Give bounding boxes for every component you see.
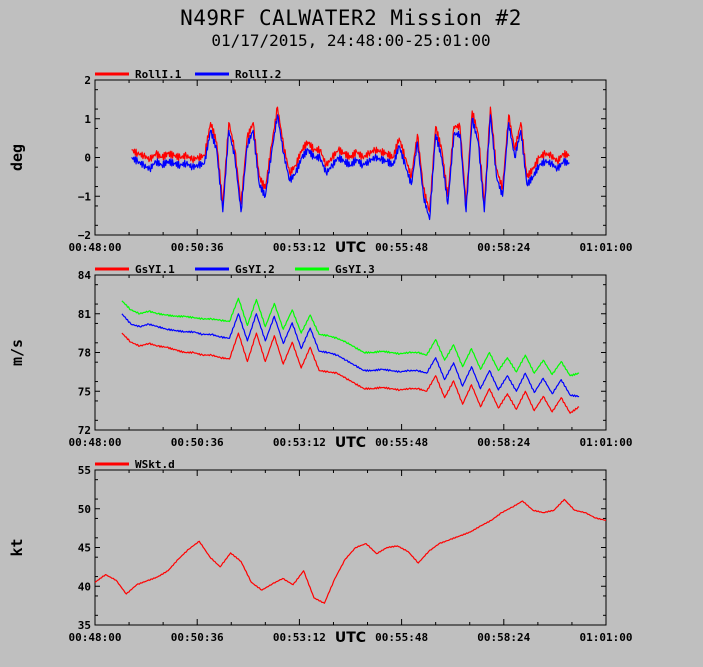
x-tick-label: 01:01:00 [580,631,633,644]
y-tick-label: 55 [78,464,91,477]
x-tick-label: 00:50:36 [171,436,224,449]
legend-label: GsYI.2 [235,263,275,276]
x-axis-label: UTC [335,630,366,646]
x-tick-label: 00:53:12 [273,631,326,644]
x-tick-label: 01:01:00 [580,436,633,449]
x-tick-label: 00:58:24 [477,241,530,254]
legend-label: RollI.2 [235,68,281,81]
series-line-GsYI.1 [121,332,580,414]
y-tick-label: 2 [84,74,91,87]
plot-frame [94,274,607,431]
x-tick-label: 00:58:24 [477,436,530,449]
y-tick-label: 75 [78,385,91,398]
chart-title: N49RF CALWATER2 Mission #2 [180,6,522,30]
y-tick-label: 84 [78,269,92,282]
y-tick-label: 45 [78,542,91,555]
x-tick-label: 00:50:36 [171,241,224,254]
x-tick-label: 00:48:00 [69,436,122,449]
x-tick-label: 00:55:48 [375,631,428,644]
y-tick-label: 72 [78,424,91,437]
x-tick-label: 00:50:36 [171,631,224,644]
chart-panel-1: 2 1 0 −1 −200:48:00 00:50:36 00:53:12 00:55:48 0… [8,68,632,256]
y-tick-label: 78 [78,347,91,360]
series-line-WSkt.d [94,498,607,604]
y-tick-label: 50 [78,503,91,516]
series-line-RollI.2 [131,114,570,221]
chart-panels: 210−1−200:48:00 00:50:36 00:53:12 00:55:48 0… [8,68,632,646]
legend-label: GsYI.3 [335,263,375,276]
x-axis-label: UTC [335,435,366,451]
y-tick-label: 35 [78,619,91,632]
legend-label: GsYI.1 [135,263,175,276]
legend-label: RollI.1 [135,68,182,81]
x-tick-label: 01:01:00 [580,241,633,254]
y-tick-label: 1 [84,113,91,126]
x-tick-label: 00:53:12 [273,241,326,254]
series-line-GsYI.3 [121,297,580,377]
y-tick-label: −1 [78,190,92,203]
y-tick-label: −2 [78,229,91,242]
y-tick-label: 40 [78,580,91,593]
plot-frame [94,469,607,626]
series-line-GsYI.2 [121,313,580,398]
series-line-RollI.1 [131,106,570,213]
x-tick-label: 00:55:48 [375,436,428,449]
x-tick-label: 00:48:00 [69,631,122,644]
y-axis-label: m/s [8,339,26,366]
y-axis-label: deg [8,144,26,171]
x-axis-label: UTC [335,240,366,256]
legend-label: WSkt.d [135,458,175,471]
y-axis-label: kt [8,538,26,556]
x-tick-label: 00:53:12 [273,436,326,449]
y-tick-label: 81 [78,308,92,321]
x-tick-label: 00:58:24 [477,631,530,644]
y-tick-label: 0 [84,152,91,165]
x-tick-label: 00:48:00 [69,241,122,254]
x-tick-label: 00:55:48 [375,241,428,254]
chart-subtitle: 01/17/2015, 24:48:00-25:01:00 [211,31,490,50]
